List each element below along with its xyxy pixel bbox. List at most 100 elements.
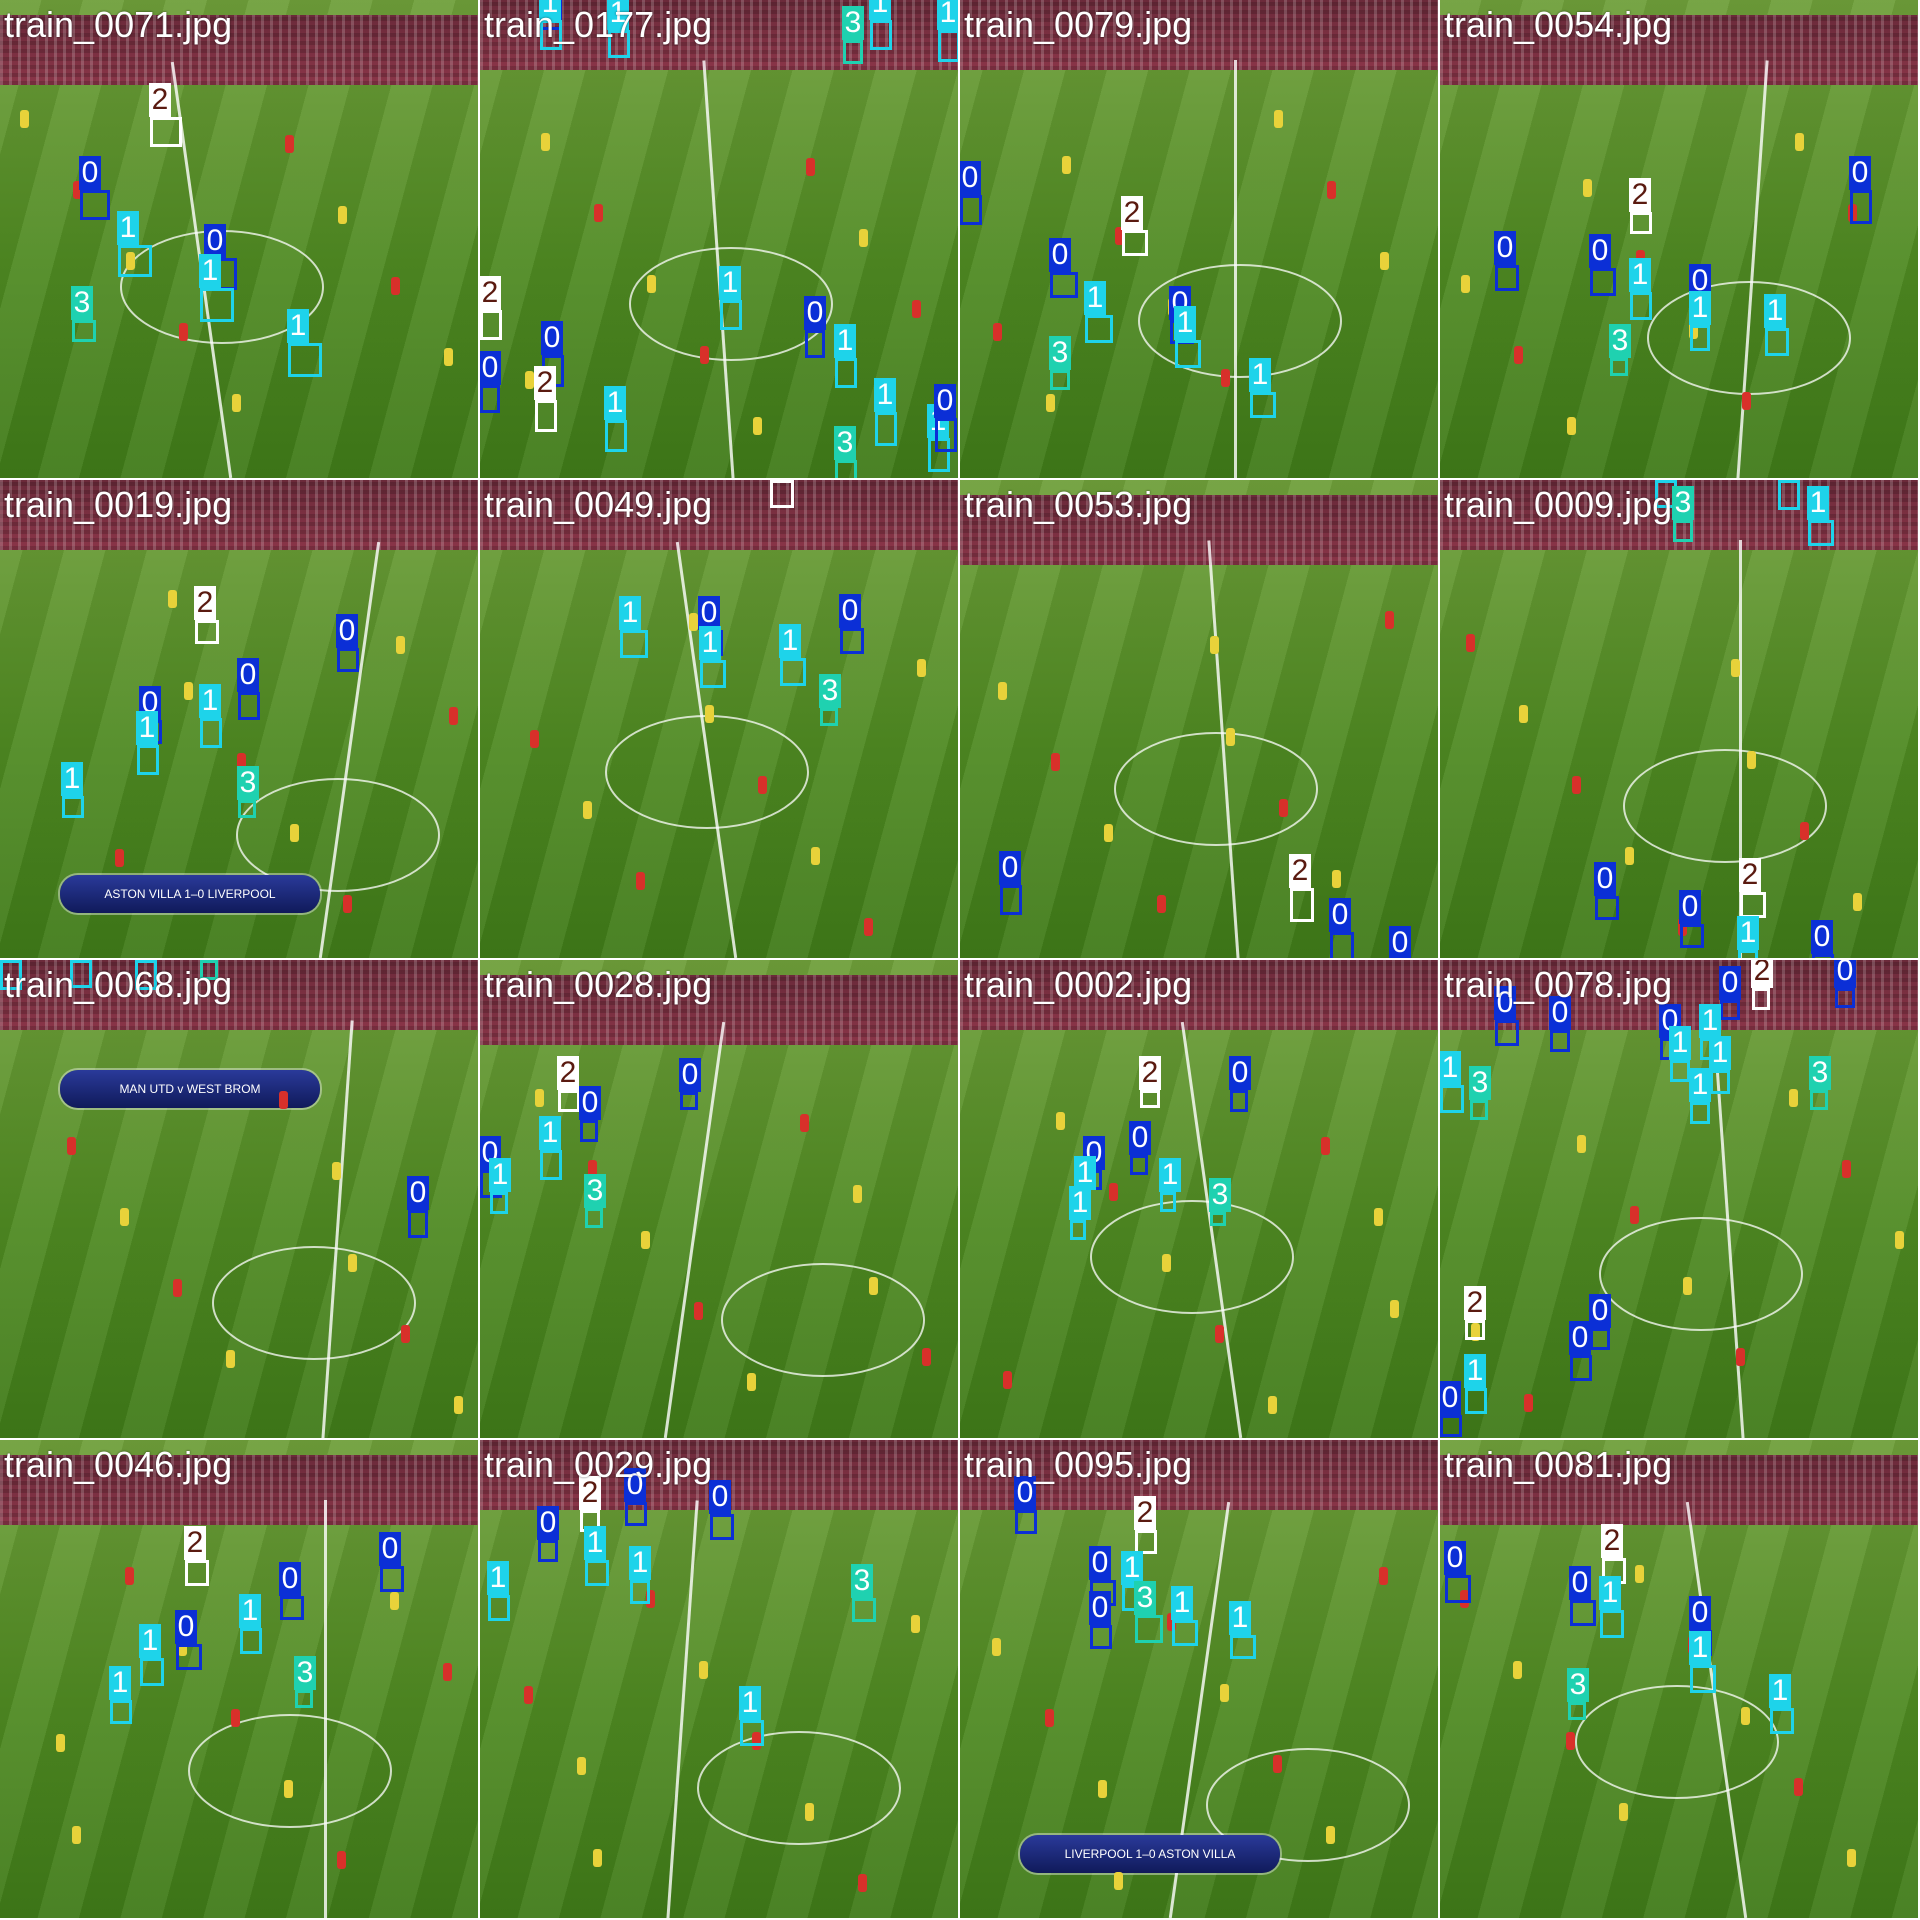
centre-circle xyxy=(1623,749,1827,863)
bounding-box xyxy=(1140,1090,1160,1108)
class-label: 1 xyxy=(619,596,641,630)
player-figure xyxy=(1220,1684,1229,1702)
tile-filename: train_0046.jpg xyxy=(4,1444,233,1485)
class-label: 0 xyxy=(279,1562,301,1596)
bounding-box xyxy=(608,30,630,58)
tile-filename: train_0081.jpg xyxy=(1444,1444,1673,1485)
player-figure xyxy=(805,1803,814,1821)
bounding-box xyxy=(1050,272,1078,298)
tile-filename: train_0053.jpg xyxy=(964,484,1193,525)
player-figure xyxy=(56,1734,65,1752)
class-label: 1 xyxy=(1599,1576,1621,1610)
player-figure xyxy=(1003,1371,1012,1389)
bounding-box xyxy=(1600,1610,1624,1638)
player-figure xyxy=(178,1638,187,1656)
player-figure xyxy=(1567,417,1576,435)
class-label: 0 xyxy=(336,614,358,648)
class-label: 2 xyxy=(1139,1056,1161,1090)
bounding-box xyxy=(200,960,218,980)
bounding-box xyxy=(1495,265,1519,291)
player-figure xyxy=(1098,1780,1107,1798)
bounding-box xyxy=(1050,370,1070,390)
player-figure xyxy=(1274,110,1283,128)
player-figure xyxy=(1062,156,1071,174)
class-label: 3 xyxy=(1134,1581,1156,1615)
player-figure xyxy=(593,1849,602,1867)
bounding-box xyxy=(490,1192,508,1214)
bounding-box xyxy=(538,1540,558,1562)
class-label: 1 xyxy=(1769,1674,1791,1708)
player-figure xyxy=(1115,227,1124,245)
bounding-box xyxy=(295,1690,313,1708)
class-label: 1 xyxy=(699,626,721,660)
stadium-crowd xyxy=(960,0,1438,70)
player-figure xyxy=(1114,1872,1123,1890)
mosaic-tile: train_0009.jpg113120010 xyxy=(1440,480,1918,958)
player-figure xyxy=(699,1661,708,1679)
class-label: 0 xyxy=(999,851,1021,885)
bounding-box xyxy=(80,190,110,220)
player-figure xyxy=(806,158,815,176)
player-figure xyxy=(1471,1323,1480,1341)
bounding-box xyxy=(740,1720,764,1746)
mosaic-tile: train_0002.jpg 2 0 0 0 1 1 1 3 xyxy=(960,960,1438,1438)
player-figure xyxy=(1514,346,1523,364)
bounding-box xyxy=(1680,924,1704,948)
centre-circle xyxy=(1138,264,1342,378)
player-figure xyxy=(1332,870,1341,888)
bounding-box xyxy=(1670,1060,1690,1082)
bounding-box xyxy=(140,1658,164,1686)
class-label: 2 xyxy=(184,1526,206,1560)
player-figure xyxy=(1683,1277,1692,1295)
class-label: 1 xyxy=(739,1686,761,1720)
player-figure xyxy=(443,1663,452,1681)
player-figure xyxy=(1045,1709,1054,1727)
class-label: 3 xyxy=(1809,1056,1831,1090)
class-label: 1 xyxy=(1159,1158,1181,1192)
class-label: 0 xyxy=(537,1506,559,1540)
class-label: 1 xyxy=(199,684,221,718)
class-label: 3 xyxy=(1469,1066,1491,1100)
player-figure xyxy=(1731,659,1740,677)
class-label: 0 xyxy=(1569,1321,1591,1355)
bounding-box xyxy=(1690,325,1710,351)
player-figure xyxy=(1327,181,1336,199)
player-figure xyxy=(1842,1160,1851,1178)
class-label: 0 xyxy=(1329,898,1351,932)
class-label: 0 xyxy=(1569,1566,1591,1600)
class-label: 0 xyxy=(960,161,981,195)
bounding-box xyxy=(1690,1665,1716,1693)
player-figure xyxy=(524,1686,533,1704)
player-figure xyxy=(694,1302,703,1320)
player-figure xyxy=(1736,1348,1745,1366)
bounding-box xyxy=(630,1580,650,1604)
class-label: 0 xyxy=(709,1480,731,1514)
class-label: 1 xyxy=(61,762,83,796)
bounding-box xyxy=(380,1566,404,1592)
bounding-box xyxy=(70,960,92,988)
bounding-box xyxy=(1172,1620,1198,1646)
bounding-box xyxy=(1160,1192,1176,1212)
bounding-box xyxy=(535,400,557,432)
player-figure xyxy=(1461,275,1470,293)
class-label: 0 xyxy=(1444,1541,1466,1575)
class-label: 1 xyxy=(1074,1156,1096,1190)
player-figure xyxy=(1051,753,1060,771)
bounding-box xyxy=(558,1090,580,1112)
class-label: 1 xyxy=(937,0,958,30)
class-label: 0 xyxy=(1594,862,1616,896)
bounding-box xyxy=(770,480,794,508)
class-label: 2 xyxy=(534,366,556,400)
halfway-line xyxy=(321,1020,354,1438)
player-figure xyxy=(1583,179,1592,197)
player-figure xyxy=(454,1396,463,1414)
class-label: 0 xyxy=(1849,156,1871,190)
player-figure xyxy=(444,348,453,366)
mosaic-tile: train_0046.jpg 2 0 0 0 1 1 1 3 xyxy=(0,1440,478,1918)
player-figure xyxy=(401,1325,410,1343)
bounding-box xyxy=(700,660,726,688)
class-label: 1 xyxy=(117,211,139,245)
mosaic-tile: train_0068.jpg11130MAN UTD v WEST BROM xyxy=(0,960,478,1438)
class-label: 0 xyxy=(541,321,563,355)
player-figure xyxy=(1794,1778,1803,1796)
